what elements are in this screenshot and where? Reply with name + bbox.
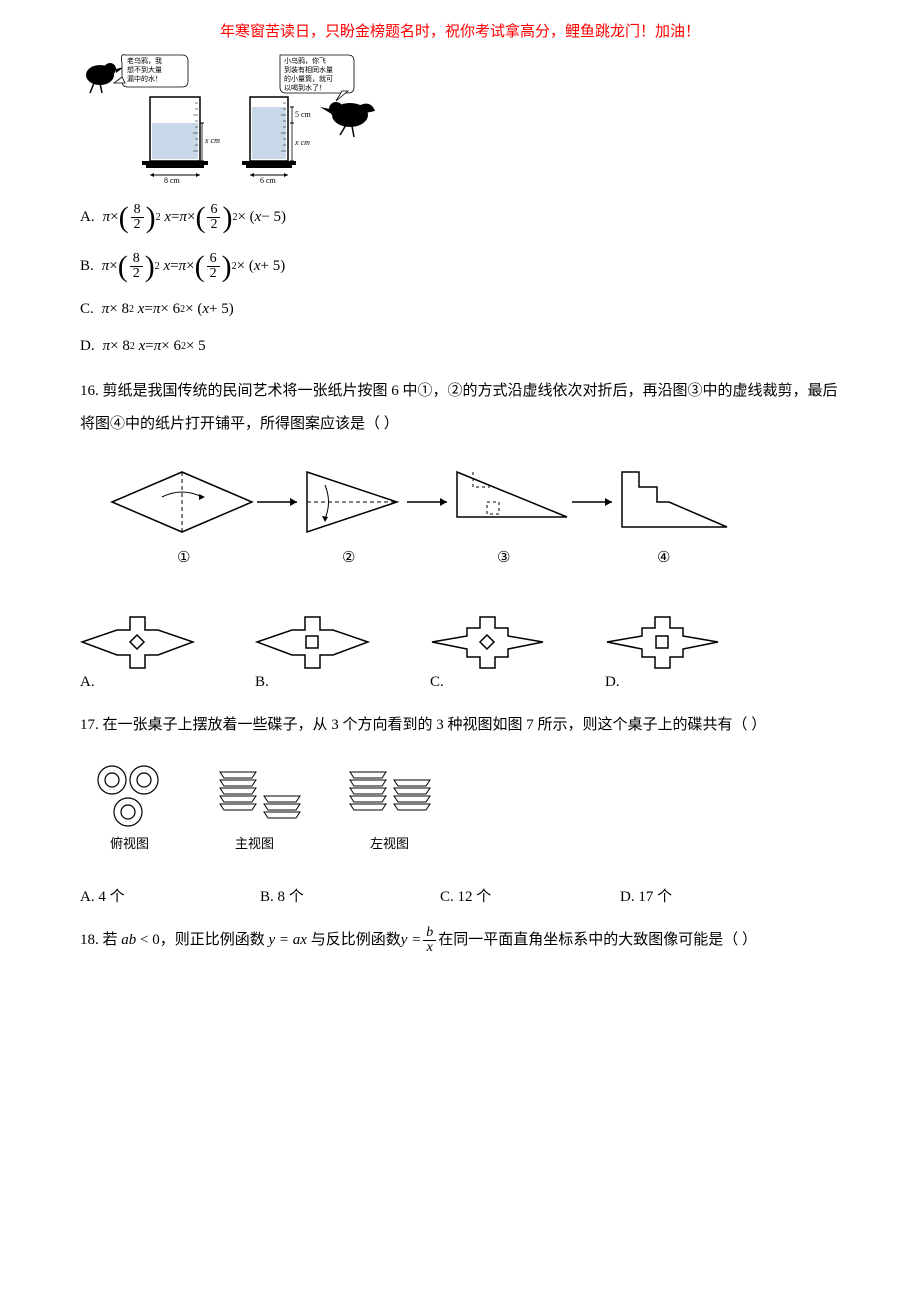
dish-stack-3	[264, 796, 300, 818]
crow-cylinder-figure: 老乌鸦，我 想不到大量 漏中的水！ x cm 8 cm	[80, 53, 380, 183]
pattern-b-icon	[255, 615, 370, 670]
dish-views-figure: 俯视图 主视图 左视图	[90, 760, 470, 860]
q17-option-c: C. 12 个	[440, 885, 620, 906]
pattern-c-label: C.	[430, 674, 444, 691]
option-a: A. π × (82)2 x = π × (62)2 × (x − 5)	[80, 203, 840, 232]
fold-diagram: ① ② ③ ④	[92, 457, 732, 597]
dish-stack-4	[394, 780, 430, 810]
q17-option-b: B. 8 个	[260, 885, 440, 906]
question-16: 16. 剪纸是我国传统的民间艺术将一张纸片按图 6 中①，②的方式沿虚线依次对折…	[80, 375, 840, 441]
view-label-front: 主视图	[235, 836, 274, 851]
q17-option-a: A. 4 个	[80, 885, 260, 906]
left-water-label: x cm	[204, 136, 220, 145]
q17-options: A. 4 个 B. 8 个 C. 12 个 D. 17 个	[80, 885, 840, 906]
option-d-equation: π × 82 x = π × 62 × 5	[103, 338, 206, 355]
fold-label-4: ④	[657, 550, 670, 566]
left-bubble-line3: 漏中的水！	[127, 74, 162, 83]
right-water-label: x cm	[294, 138, 310, 147]
pattern-c-icon	[430, 615, 545, 670]
option-b: B. π × (82)2 x = π × (62)2 × (x + 5)	[80, 252, 840, 281]
fold-label-2: ②	[342, 550, 355, 566]
fold-label-1: ①	[177, 550, 190, 566]
q18-eq1: y = ax	[265, 932, 311, 948]
pattern-d-label: D.	[605, 674, 620, 691]
option-c-label: C.	[80, 301, 94, 318]
right-bubble-line3: 的小量筒，就可	[284, 74, 333, 83]
q18-condition: ab	[118, 932, 137, 948]
option-a-equation: π × (82)2 x = π × (62)2 × (x − 5)	[103, 203, 286, 232]
fold-label-3: ③	[497, 550, 510, 566]
question-18: 18. 若 ab < 0，则正比例函数 y = ax 与反比例函数 y = bx…	[80, 924, 840, 957]
option-c: C. π × 82 x = π × 62 × (x + 5)	[80, 301, 840, 318]
pattern-a-icon	[80, 615, 195, 670]
option-d-label: D.	[80, 338, 95, 355]
option-b-label: B.	[80, 258, 94, 275]
option-b-equation: π × (82)2 x = π × (62)2 × (x + 5)	[102, 252, 285, 281]
right-bubble-line1: 小乌鸦，你飞	[284, 56, 326, 65]
left-bubble-line2: 想不到大量	[127, 65, 162, 74]
right-bubble-line2: 到装有相同水量	[284, 65, 333, 74]
pattern-d-icon	[605, 615, 720, 670]
q17-option-d: D. 17 个	[620, 885, 800, 906]
right-diameter: 6 cm	[260, 176, 277, 183]
option-c-equation: π × 82 x = π × 62 × (x + 5)	[102, 301, 234, 318]
right-offset: 5 cm	[295, 110, 312, 119]
option-d: D. π × 82 x = π × 62 × 5	[80, 338, 840, 355]
q18-eq2: y = bx	[401, 924, 439, 957]
pattern-b-label: B.	[255, 674, 269, 691]
pattern-a-label: A.	[80, 674, 95, 691]
pattern-options: A. B. C. D.	[80, 615, 840, 691]
dish-stack-5	[220, 772, 256, 810]
view-label-left: 左视图	[370, 836, 409, 851]
right-bubble-line4: 以喝到水了！	[284, 83, 326, 92]
question-17: 17. 在一张桌子上摆放着一些碟子，从 3 个方向看到的 3 种视图如图 7 所…	[80, 709, 840, 742]
dish-stack-5b	[350, 772, 386, 810]
option-a-label: A.	[80, 209, 95, 226]
header-text: 年寒窗苦读日，只盼金榜题名时，祝你考试拿高分，鲤鱼跳龙门！加油！	[80, 20, 840, 41]
left-bubble-line1: 老乌鸦，我	[127, 56, 162, 65]
left-diameter: 8 cm	[164, 176, 181, 183]
view-label-top: 俯视图	[110, 836, 149, 851]
